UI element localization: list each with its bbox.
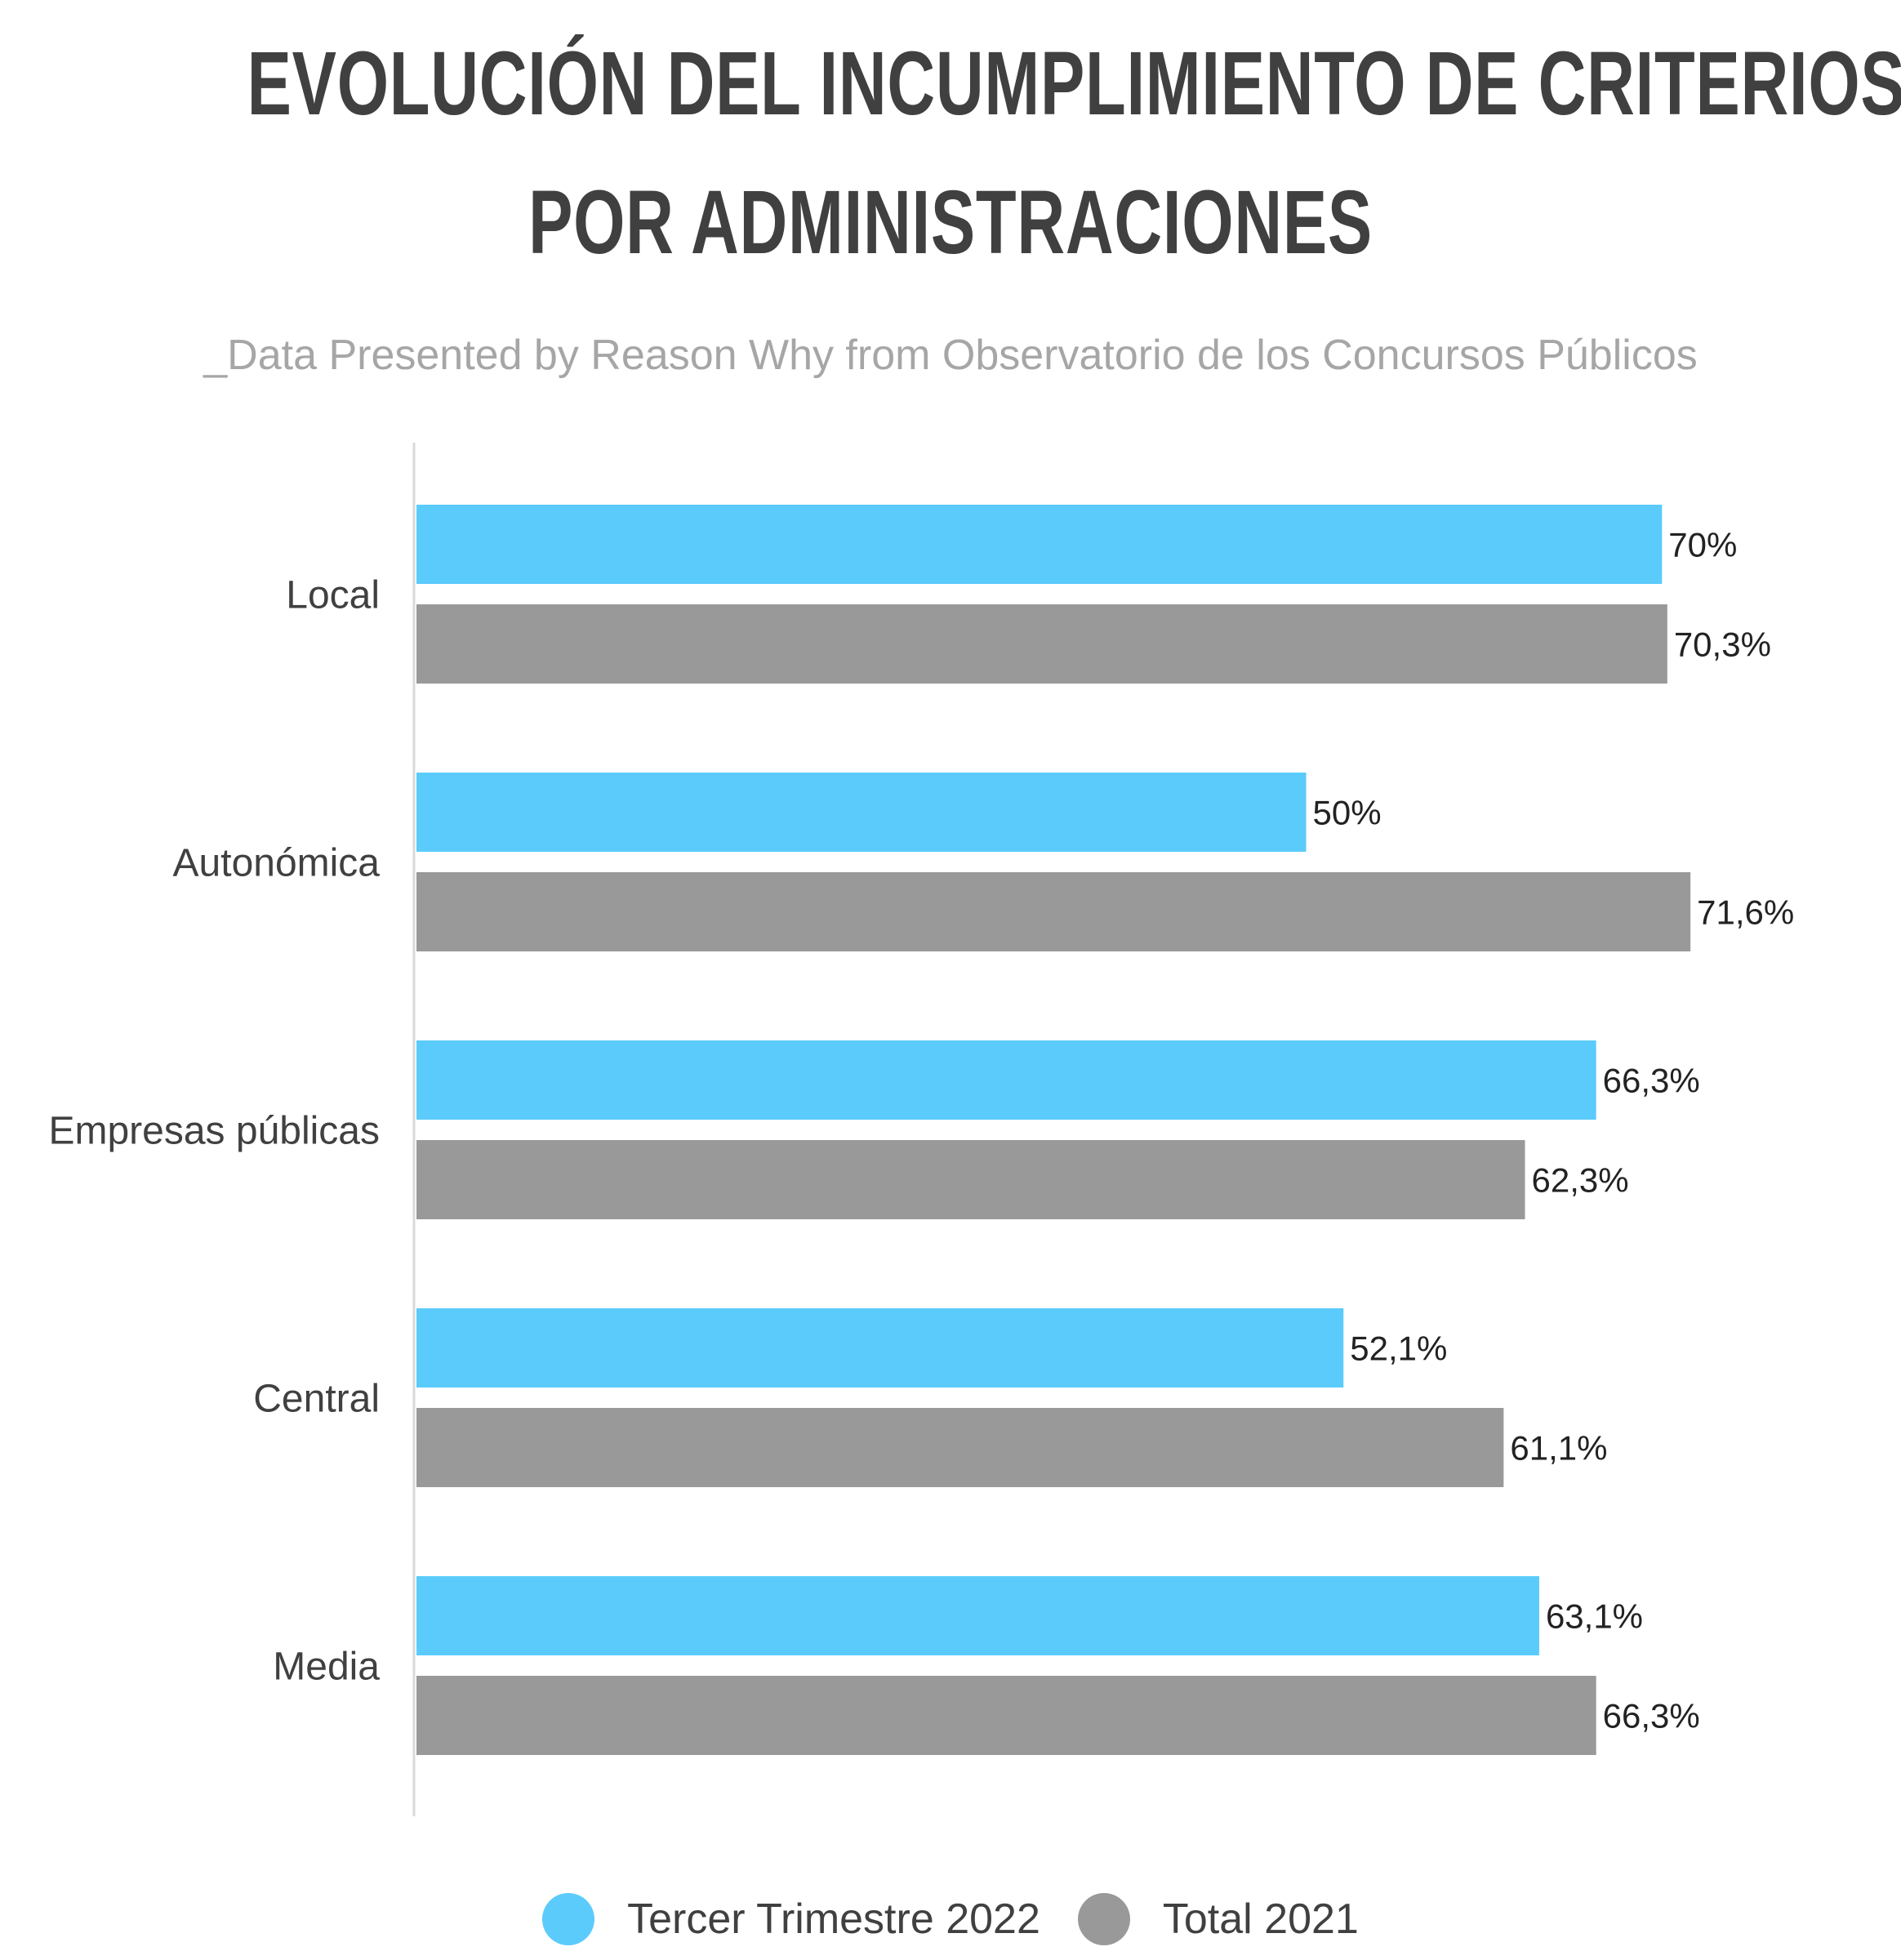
legend-label-series-1: Tercer Trimestre 2022 — [627, 1895, 1040, 1943]
bar-chart: Local Autonómica Empresas públicas Central M… — [48, 443, 1795, 1816]
value-label-empresas-publicas-series-1: 66,3% — [1603, 1062, 1700, 1100]
category-label-local: Local — [286, 574, 380, 617]
chart-title-line-2: POR ADMINISTRACIONES — [528, 172, 1373, 273]
chart-title: EVOLUCIÓN DEL INCUMPLIMIENTO DE CRITERIO… — [247, 15, 1901, 292]
value-label-autonomica-series-2: 71,6% — [1697, 893, 1794, 932]
value-label-media-series-2: 66,3% — [1603, 1697, 1700, 1735]
bar-local-series-1 — [416, 505, 1663, 584]
value-label-local-series-2: 70,3% — [1674, 626, 1771, 664]
legend: Tercer Trimestre 2022 Total 2021 — [0, 1882, 1901, 1956]
bar-media-series-1 — [416, 1576, 1539, 1655]
legend-swatch-series-1 — [542, 1893, 595, 1945]
value-label-central-series-2: 61,1% — [1510, 1429, 1607, 1468]
value-label-media-series-1: 63,1% — [1546, 1597, 1643, 1636]
legend-label-series-2: Total 2021 — [1162, 1895, 1359, 1943]
value-label-autonomica-series-1: 50% — [1313, 794, 1382, 832]
chart-subtitle: _Data Presented by Reason Why from Obser… — [203, 332, 1698, 379]
value-label-local-series-1: 70% — [1668, 526, 1737, 564]
chart-title-line-1: EVOLUCIÓN DEL INCUMPLIMIENTO DE CRITERIO… — [247, 33, 1901, 134]
bar-local-series-2 — [416, 604, 1667, 684]
bar-autonomica-series-2 — [416, 872, 1691, 951]
bar-empresas-publicas-series-1 — [416, 1040, 1596, 1120]
bar-media-series-2 — [416, 1676, 1596, 1755]
legend-swatch-series-2 — [1077, 1893, 1130, 1945]
value-label-central-series-1: 52,1% — [1350, 1330, 1447, 1368]
bar-empresas-publicas-series-2 — [416, 1140, 1525, 1219]
bar-autonomica-series-1 — [416, 773, 1307, 852]
legend-item-series-2: Total 2021 — [1077, 1893, 1359, 1945]
category-label-media: Media — [273, 1646, 380, 1689]
bar-central-series-2 — [416, 1408, 1504, 1487]
bars-layer — [416, 505, 1691, 1755]
category-labels-layer: Local Autonómica Empresas públicas Central M… — [48, 574, 380, 1689]
legend-item-series-1: Tercer Trimestre 2022 — [542, 1893, 1040, 1945]
category-label-autonomica: Autonómica — [173, 842, 381, 885]
category-label-empresas-publicas: Empresas públicas — [48, 1110, 380, 1153]
value-label-empresas-publicas-series-2: 62,3% — [1532, 1161, 1629, 1200]
value-labels-layer: 70% 70,3% 50% 71,6% 66,3% 62,3% 52,1% 61,1% 63,1… — [1313, 526, 1795, 1735]
bar-central-series-1 — [416, 1308, 1344, 1388]
category-label-central: Central — [253, 1378, 380, 1421]
